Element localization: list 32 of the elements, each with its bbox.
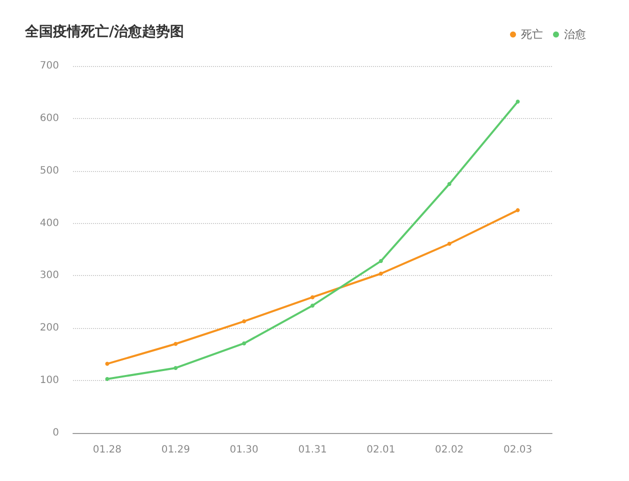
- y-tick-label: 100: [40, 375, 59, 386]
- y-tick-label: 500: [40, 165, 59, 176]
- y-tick-label: 0: [52, 428, 59, 438]
- legend-label: 治愈: [564, 28, 586, 41]
- point: [310, 304, 314, 308]
- x-tick-label: 02.03: [503, 444, 532, 456]
- point: [105, 377, 110, 381]
- point: [242, 341, 246, 346]
- point: [378, 259, 383, 264]
- x-tick-label: 02.01: [366, 444, 396, 456]
- point: [516, 208, 520, 212]
- chart-title: 全国疫情死亡/治愈趋势图: [24, 23, 184, 40]
- point: [447, 242, 452, 246]
- y-tick-label: 700: [40, 60, 59, 72]
- point: [174, 366, 178, 370]
- point: [310, 295, 314, 300]
- point: [516, 100, 520, 104]
- point: [105, 362, 110, 366]
- x-tick-label: 01.28: [92, 444, 122, 456]
- point: [447, 182, 452, 186]
- legend-label: 死亡: [521, 28, 543, 41]
- point: [378, 272, 383, 276]
- x-tick-label: 01.31: [298, 444, 327, 456]
- x-tick-label: 01.30: [230, 444, 258, 456]
- y-tick-label: 600: [40, 112, 59, 124]
- y-tick-label: 400: [40, 218, 59, 229]
- x-tick-label: 02.02: [435, 444, 464, 456]
- y-tick-label: 300: [40, 270, 59, 282]
- x-tick-label: 01.29: [161, 444, 190, 456]
- y-tick-label: 200: [40, 322, 59, 334]
- point: [242, 319, 246, 324]
- point: [174, 342, 178, 346]
